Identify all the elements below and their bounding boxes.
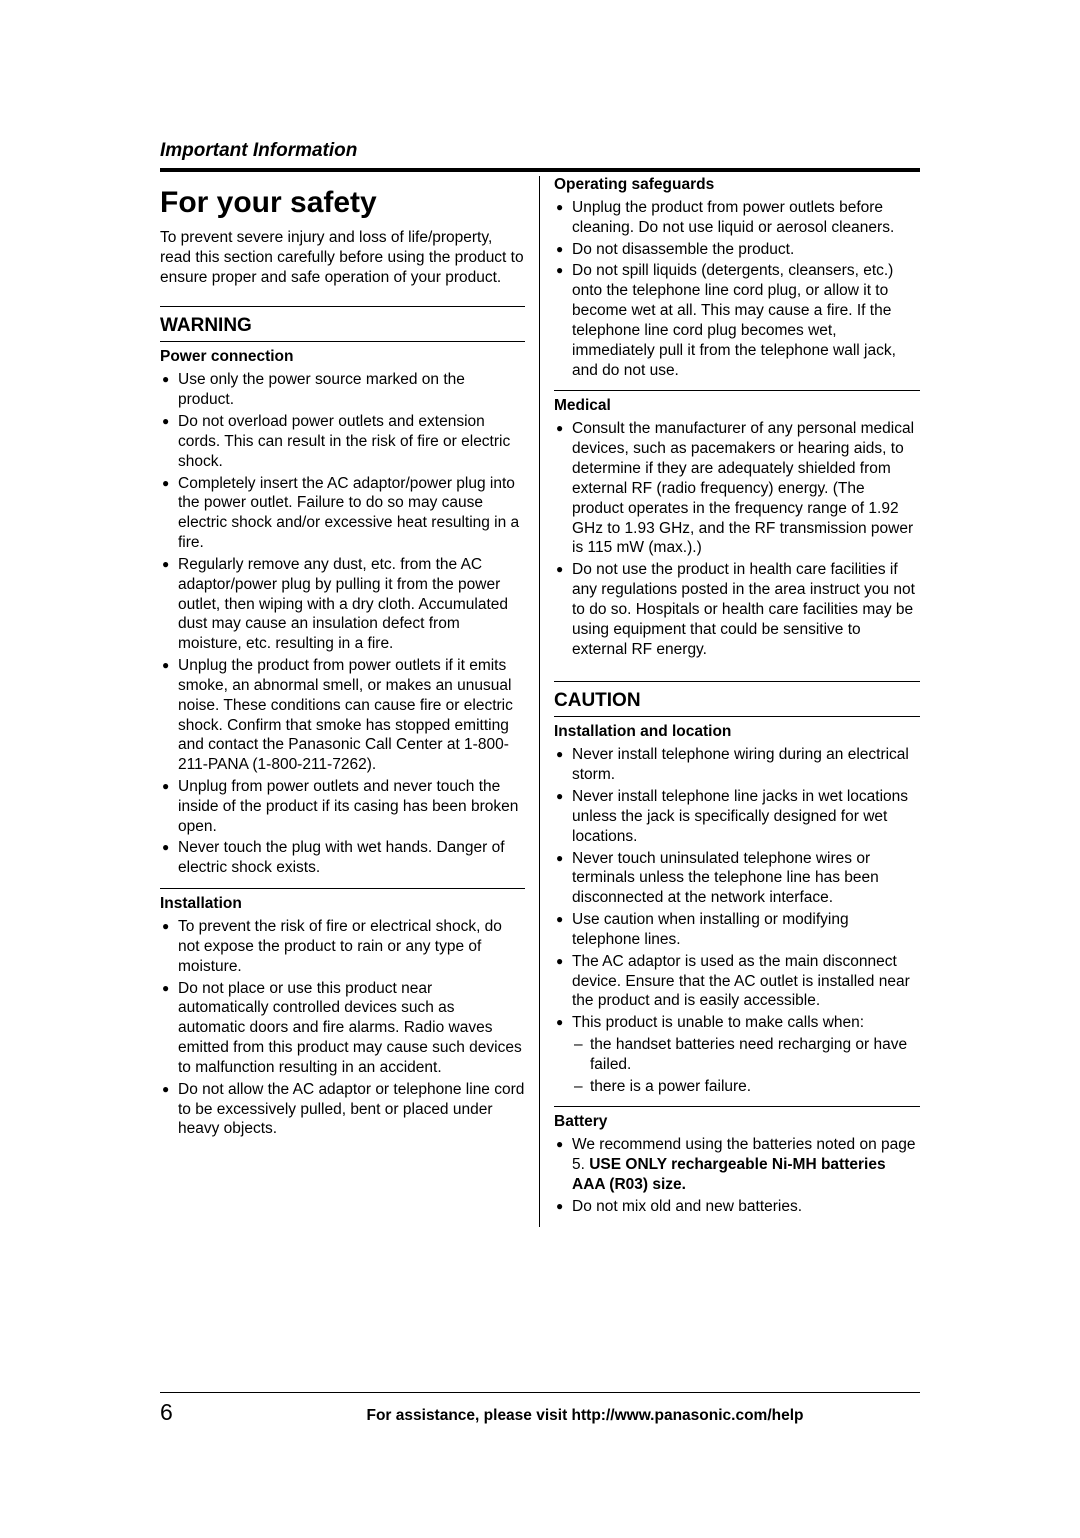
list-item: Never touch uninsulated telephone wires … [554, 849, 920, 908]
power-connection-title: Power connection [160, 348, 525, 366]
battery-title: Battery [554, 1113, 920, 1131]
intro-text: To prevent severe injury and loss of lif… [160, 228, 525, 288]
list-item: Do not overload power outlets and extens… [160, 412, 525, 471]
sub-list-item: the handset batteries need recharging or… [572, 1035, 920, 1075]
list-item: Do not spill liquids (detergents, cleans… [554, 261, 920, 380]
battery-item-bold: USE ONLY rechargeable Ni-MH batteries AA… [572, 1156, 886, 1193]
installation-list: To prevent the risk of fire or electrica… [160, 917, 525, 1139]
list-item: Never install telephone line jacks in we… [554, 787, 920, 846]
footer-text: For assistance, please visit http://www.… [250, 1407, 920, 1425]
installation-block: Installation To prevent the risk of fire… [160, 895, 525, 1139]
list-item: Use only the power source marked on the … [160, 370, 525, 410]
content-columns: For your safety To prevent severe injury… [160, 176, 920, 1227]
sub-list: the handset batteries need recharging or… [572, 1035, 920, 1096]
section-header: Important Information [160, 140, 920, 162]
list-item: Never touch the plug with wet hands. Dan… [160, 838, 525, 878]
list-item: Consult the manufacturer of any personal… [554, 419, 920, 558]
list-item: Do not place or use this product near au… [160, 979, 525, 1078]
install-location-list: Never install telephone wiring during an… [554, 745, 920, 1096]
medical-block: Medical Consult the manufacturer of any … [554, 397, 920, 659]
list-item: Regularly remove any dust, etc. from the… [160, 555, 525, 654]
list-item: Unplug the product from power outlets if… [160, 656, 525, 775]
warning-heading: WARNING [160, 315, 525, 337]
list-item-text: This product is unable to make calls whe… [572, 1014, 864, 1031]
sub-list-item: there is a power failure. [572, 1077, 920, 1097]
operating-list: Unplug the product from power outlets be… [554, 198, 920, 380]
list-item: Completely insert the AC adaptor/power p… [160, 474, 525, 553]
list-item: Do not use the product in health care fa… [554, 560, 920, 659]
power-connection-list: Use only the power source marked on the … [160, 370, 525, 878]
power-connection-block: Power connection Use only the power sour… [160, 348, 525, 878]
installation-title: Installation [160, 895, 525, 913]
list-item: Use caution when installing or modifying… [554, 910, 920, 950]
left-column: For your safety To prevent severe injury… [160, 176, 540, 1227]
list-item: Unplug the product from power outlets be… [554, 198, 920, 238]
medical-title: Medical [554, 397, 920, 415]
install-location-title: Installation and location [554, 723, 920, 741]
battery-block: Battery We recommend using the batteries… [554, 1113, 920, 1216]
right-column: Operating safeguards Unplug the product … [540, 176, 920, 1227]
install-location-block: Installation and location Never install … [554, 723, 920, 1096]
operating-block: Operating safeguards Unplug the product … [554, 176, 920, 380]
page-footer: 6 For assistance, please visit http://ww… [160, 1392, 920, 1426]
medical-list: Consult the manufacturer of any personal… [554, 419, 920, 659]
list-item: The AC adaptor is used as the main disco… [554, 952, 920, 1011]
header-rule [160, 168, 920, 172]
page-title: For your safety [160, 186, 525, 220]
list-item: This product is unable to make calls whe… [554, 1013, 920, 1096]
divider [160, 888, 525, 889]
operating-title: Operating safeguards [554, 176, 920, 194]
list-item: To prevent the risk of fire or electrica… [160, 917, 525, 976]
list-item: Do not allow the AC adaptor or telephone… [160, 1080, 525, 1139]
battery-list: We recommend using the batteries noted o… [554, 1135, 920, 1216]
caution-heading: CAUTION [554, 690, 920, 712]
list-item: Do not disassemble the product. [554, 240, 920, 260]
list-item: Do not mix old and new batteries. [554, 1197, 920, 1217]
list-item: Never install telephone wiring during an… [554, 745, 920, 785]
list-item: Unplug from power outlets and never touc… [160, 777, 525, 836]
page-number: 6 [160, 1399, 250, 1426]
list-item: We recommend using the batteries noted o… [554, 1135, 920, 1194]
divider [554, 1106, 920, 1107]
divider [554, 390, 920, 391]
